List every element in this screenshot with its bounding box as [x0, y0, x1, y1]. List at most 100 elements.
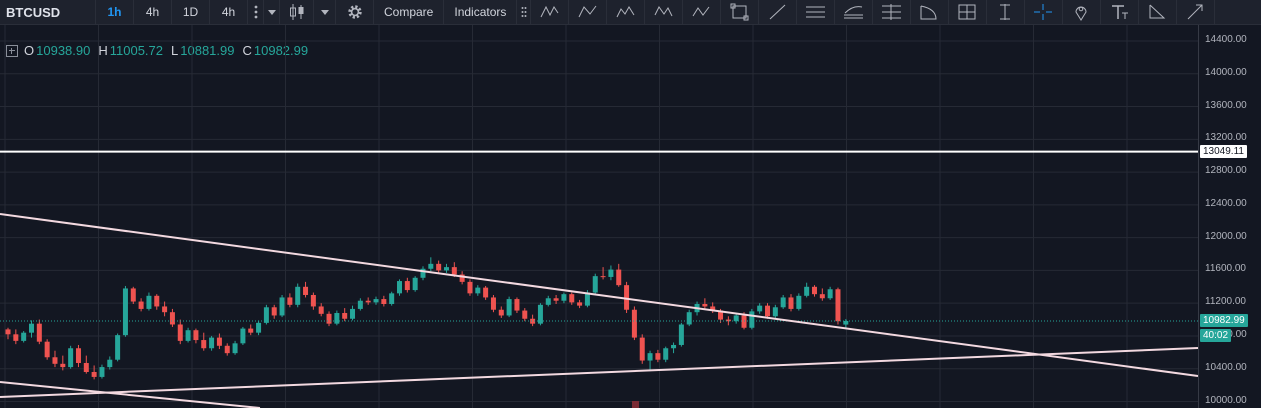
candle-body [772, 307, 778, 317]
chart-style-dropdown-icon[interactable] [314, 0, 336, 24]
candle-body [741, 315, 747, 328]
candle-body [334, 313, 340, 324]
long-position-icon[interactable] [987, 0, 1026, 24]
candle-body [420, 268, 426, 278]
price-tick-label: 11600.00 [1205, 263, 1246, 275]
candle-body [436, 263, 442, 271]
symbol-search[interactable]: BTCUSD [0, 0, 96, 24]
candle-body [702, 304, 708, 307]
candle-body [318, 306, 324, 314]
trend-line-icon[interactable] [759, 0, 798, 24]
indicators-button[interactable]: Indicators [444, 0, 518, 24]
compare-button[interactable]: Compare [374, 0, 445, 24]
horizontal-line-price-label: 13049.11 [1200, 144, 1247, 158]
candle-body [83, 362, 89, 373]
candle-body [537, 304, 543, 324]
candle-body [44, 341, 50, 358]
wxy-pattern-icon[interactable] [683, 0, 722, 24]
candle-body [647, 353, 653, 361]
candle-body [240, 328, 246, 344]
abcd-pattern-icon[interactable] [569, 0, 608, 24]
candle-body [678, 324, 684, 345]
pin-icon[interactable] [1063, 0, 1102, 24]
pitchfan-icon[interactable] [911, 0, 950, 24]
price-tick-label: 14400.00 [1205, 34, 1247, 45]
candle-body [624, 285, 630, 310]
fib-channel-icon[interactable] [835, 0, 874, 24]
candle-body [295, 286, 301, 305]
price-axis[interactable]: 14400.00 14000.00 13600.00 13200.00 12800.00… [1198, 25, 1261, 408]
candle-body [467, 281, 473, 294]
candle-body [146, 295, 152, 309]
candle-body [718, 310, 724, 320]
candle-body [342, 313, 348, 319]
candle-body [639, 337, 645, 361]
elliott-wave-icon[interactable] [607, 0, 646, 24]
trend-line-drawing [0, 213, 1198, 377]
volume-bar [632, 401, 639, 408]
candle-body [177, 324, 183, 341]
price-chart[interactable] [0, 25, 1198, 408]
candle-body [631, 309, 637, 338]
candle-body [326, 313, 332, 324]
low-value: 10881.99 [180, 43, 235, 58]
candle-body [428, 263, 434, 269]
high-label: H [98, 43, 108, 58]
trend-line-drawing [0, 347, 1198, 398]
drag-handle-icon[interactable] [517, 0, 532, 24]
more-intervals-icon[interactable] [248, 0, 264, 24]
interval-4h[interactable]: 4h [134, 0, 172, 24]
candle-body [21, 332, 27, 341]
wxyz-pattern-icon[interactable] [645, 0, 684, 24]
candle-body [765, 305, 771, 317]
candle-body [107, 359, 113, 368]
crosshair-icon[interactable] [1025, 0, 1064, 24]
candles-style-icon[interactable] [280, 0, 314, 24]
candle-body [592, 276, 598, 293]
interval-dropdown-icon[interactable] [264, 0, 280, 24]
last-price-label: 10982.99 [1200, 313, 1248, 327]
candle-body [52, 357, 58, 364]
candle-body [710, 306, 716, 311]
candle-body [483, 287, 489, 298]
interval-4h-favorite[interactable]: 4h [210, 0, 248, 24]
arrow-icon[interactable] [1177, 0, 1216, 24]
candle-body [811, 286, 817, 295]
text-icon[interactable] [1101, 0, 1140, 24]
fib-retracement-icon[interactable] [873, 0, 912, 24]
candle-body [397, 281, 402, 294]
close-label: C [242, 43, 252, 58]
xabcd-pattern-icon[interactable] [531, 0, 570, 24]
candle-body [91, 372, 97, 377]
candle-body [655, 353, 661, 360]
candle-body [216, 337, 222, 346]
candle-body [185, 330, 191, 341]
interval-1d[interactable]: 1D [172, 0, 210, 24]
ohlc-legend: O 10938.90 H 11005.72 L 10881.99 C 10982.99 [6, 43, 308, 58]
interval-1h[interactable]: 1h [96, 0, 134, 24]
measure-icon[interactable] [1139, 0, 1178, 24]
toolbar: BTCUSD 1h 4h 1D 4h Compare Indicators [0, 0, 1261, 25]
candle-body [350, 308, 356, 319]
price-tick-label: 12000.00 [1205, 230, 1247, 242]
candle-body [827, 289, 833, 299]
candle-body [663, 348, 669, 360]
candle-body [115, 335, 121, 360]
gann-box-icon[interactable] [949, 0, 988, 24]
candle-body [600, 276, 606, 278]
candle-body [154, 295, 160, 307]
candle-body [232, 343, 238, 354]
candle-body [201, 340, 207, 349]
bar-countdown-label: 40:02 [1200, 328, 1232, 342]
candle-body [616, 269, 622, 286]
candle-body [99, 367, 105, 377]
parallel-channel-icon[interactable] [797, 0, 836, 24]
rectangle-icon[interactable] [721, 0, 760, 24]
expand-legend-icon[interactable] [6, 44, 18, 57]
candle-body [75, 348, 81, 363]
candle-body [459, 274, 465, 282]
candle-body [819, 294, 825, 299]
candle-body [271, 307, 277, 316]
candle-body [412, 277, 418, 291]
settings-gear-icon[interactable] [336, 0, 374, 24]
